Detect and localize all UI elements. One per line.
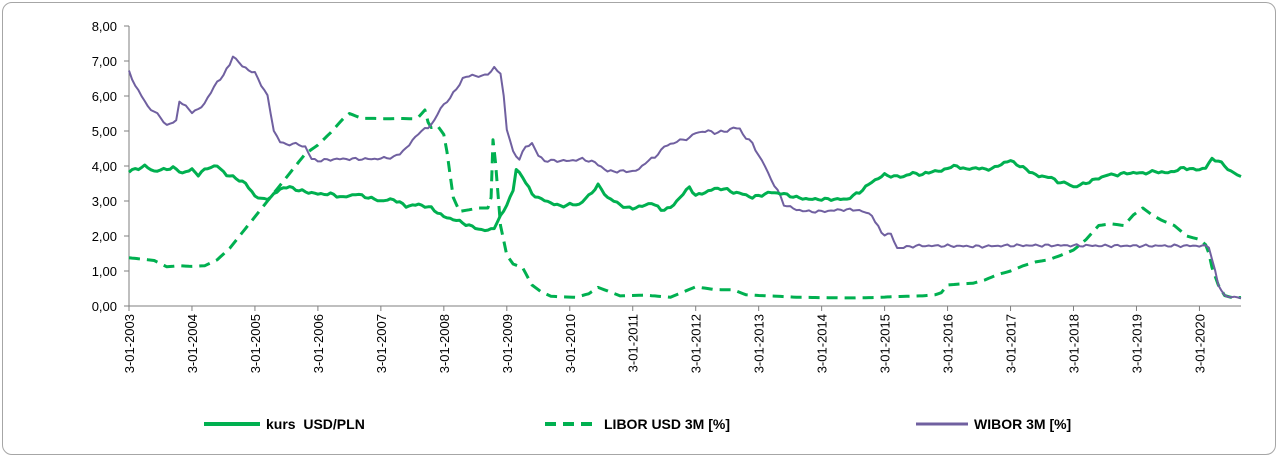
x-tick-label: 3-01-2008 <box>437 314 452 373</box>
x-tick-label: 3-01-2018 <box>1067 314 1082 373</box>
y-axis: 0,00 1,00 2,00 3,00 4,00 5,00 6,00 7,00 8,00 <box>92 19 130 314</box>
plot-area <box>128 55 1242 300</box>
legend-label-wibor: WIBOR 3M [%] <box>974 416 1071 432</box>
y-tick-label: 5,00 <box>92 124 117 139</box>
x-tick-label: 3-01-2020 <box>1192 314 1207 373</box>
x-tick-label: 3-01-2019 <box>1129 314 1144 373</box>
legend-item-kurs: kurs USD/PLN <box>204 416 365 432</box>
x-axis: 3-01-2003 3-01-2004 3-01-2005 3-01-2006 3-01… <box>122 305 1241 373</box>
legend-item-wibor: WIBOR 3M [%] <box>916 416 1071 432</box>
x-tick-label: 3-01-2012 <box>689 314 704 373</box>
y-tick-label: 1,00 <box>92 264 117 279</box>
x-tick-label: 3-01-2016 <box>941 314 956 373</box>
legend-label-libor: LIBOR USD 3M [%] <box>604 416 730 432</box>
x-tick-label: 3-01-2017 <box>1004 314 1019 373</box>
y-tick-label: 6,00 <box>92 89 117 104</box>
series-line-libor <box>128 108 1242 300</box>
y-tick-label: 4,00 <box>92 159 117 174</box>
y-tick-label: 0,00 <box>92 299 117 314</box>
x-tick-label: 3-01-2004 <box>185 314 200 373</box>
x-tick-label: 3-01-2005 <box>248 314 263 373</box>
x-tick-label: 3-01-2011 <box>626 314 641 372</box>
x-tick-label: 3-01-2014 <box>815 314 830 373</box>
x-tick-label: 3-01-2007 <box>374 314 389 373</box>
y-tick-label: 7,00 <box>92 54 117 69</box>
series-line-kurs <box>128 156 1242 233</box>
y-tick-label: 3,00 <box>92 194 117 209</box>
legend: kurs USD/PLN LIBOR USD 3M [%] WIBOR 3M [… <box>204 416 1071 432</box>
legend-label-kurs: kurs USD/PLN <box>266 416 365 432</box>
x-tick-label: 3-01-2015 <box>878 314 893 373</box>
y-tick-label: 2,00 <box>92 229 117 244</box>
y-tick-label: 8,00 <box>92 19 117 34</box>
legend-item-libor: LIBOR USD 3M [%] <box>545 416 730 432</box>
x-tick-label: 3-01-2010 <box>563 314 578 373</box>
x-tick-label: 3-01-2003 <box>122 314 137 373</box>
x-tick-label: 3-01-2006 <box>311 314 326 373</box>
x-tick-label: 3-01-2009 <box>500 314 515 373</box>
x-tick-label: 3-01-2013 <box>752 314 767 373</box>
series-line-wibor <box>128 55 1242 300</box>
